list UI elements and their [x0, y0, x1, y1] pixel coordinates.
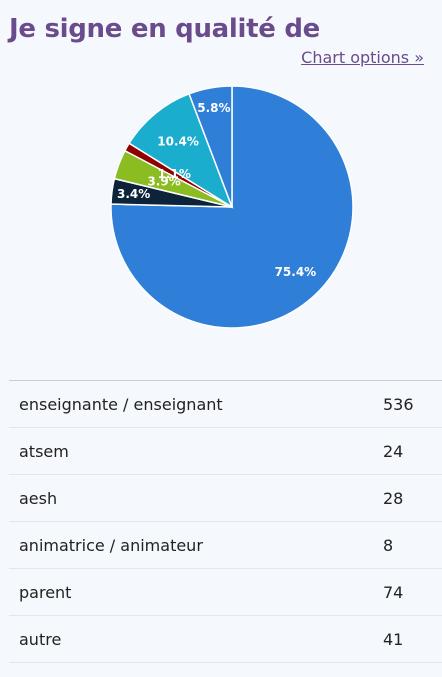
row-label: animatrice / animateur: [19, 536, 203, 555]
row-count: 74: [383, 583, 404, 602]
pie-chart: 75.4% 3.4%3.9%1.1% 10.4% 5.8%: [110, 85, 354, 329]
row-count: 8: [383, 536, 394, 555]
table-row: enseignante / enseignant 536: [9, 381, 442, 428]
row-label: autre: [19, 630, 62, 649]
table-row: parent 74: [9, 569, 442, 616]
row-count: 28: [383, 489, 404, 508]
pie-slice-label: 3.4%: [117, 187, 150, 201]
table-row: animatrice / animateur 8: [9, 522, 442, 569]
pie-slice-label: 10.4%: [157, 135, 199, 149]
row-count: 41: [383, 630, 404, 649]
pie-slice-5[interactable]: [188, 85, 233, 208]
pie-slice-label: 1.1%: [158, 167, 191, 181]
page-title: Je signe en qualité de: [9, 14, 320, 44]
row-label: enseignante / enseignant: [19, 395, 223, 414]
row-label: aesh: [19, 489, 58, 508]
pie-slice-label: 75.4%: [275, 265, 317, 279]
row-count: 24: [383, 442, 404, 461]
table-row: atsem 24: [9, 428, 442, 475]
pie-slice-label: 5.8%: [197, 101, 230, 115]
pie-slice-4[interactable]: [128, 92, 234, 209]
row-count: 536: [383, 395, 414, 414]
row-label: parent: [19, 583, 72, 602]
table-row: autre 41: [9, 616, 442, 663]
row-label: atsem: [19, 442, 69, 461]
results-table: enseignante / enseignant 536 atsem 24 ae…: [9, 380, 442, 663]
table-row: aesh 28: [9, 475, 442, 522]
pie-slice-label: 3.9%: [147, 174, 180, 188]
chart-options-link[interactable]: Chart options »: [301, 48, 424, 67]
